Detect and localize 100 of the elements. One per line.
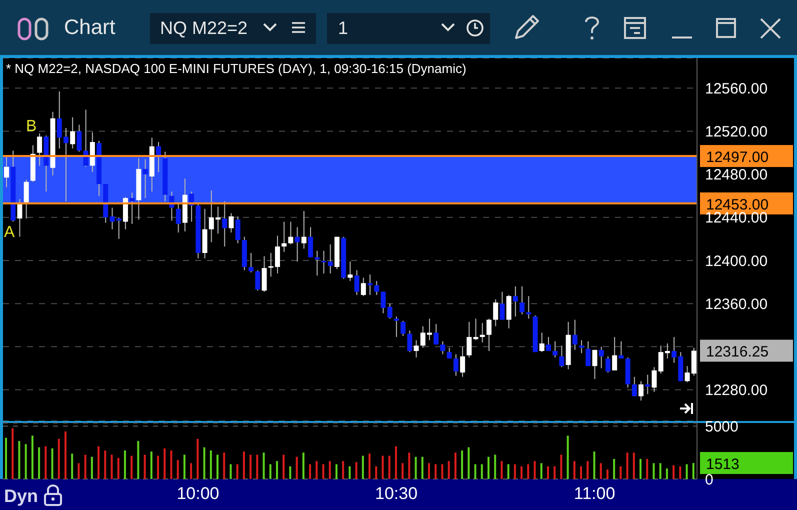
bar (421, 456, 424, 479)
candlestick (493, 298, 498, 327)
bar (316, 461, 318, 479)
candlestick (360, 277, 366, 297)
bar (24, 444, 27, 479)
candlestick (24, 179, 29, 219)
bar (250, 454, 252, 479)
candlestick (122, 196, 128, 230)
y-tick-label: 12480.00 (705, 166, 768, 184)
candlestick (255, 270, 260, 292)
bar (566, 436, 569, 479)
bar (117, 458, 120, 479)
bar (586, 461, 589, 479)
candlestick (17, 198, 22, 238)
bar (554, 466, 556, 479)
candlestick (70, 116, 76, 149)
bar (632, 452, 635, 479)
bar (309, 464, 312, 479)
bar (322, 464, 324, 479)
bar (236, 464, 238, 479)
ref-line-label: 12497.00 (706, 149, 769, 166)
y-tick-label: 12520.00 (705, 124, 768, 141)
candlestick (235, 216, 240, 244)
candlestick (592, 349, 598, 380)
bar (666, 468, 668, 479)
bar (520, 466, 523, 479)
bar (600, 463, 602, 479)
bar (256, 454, 258, 479)
candlestick (605, 356, 610, 374)
bar (276, 461, 278, 479)
y-tick-label: 0 (705, 471, 714, 488)
bar (394, 446, 397, 479)
y-tick-label: 12280.00 (705, 382, 768, 400)
bar (5, 438, 7, 479)
bar (474, 464, 476, 479)
text: 12316.25 (706, 344, 769, 361)
y-tick-label: 12400.00 (705, 252, 768, 270)
bar (44, 446, 47, 479)
bar (408, 452, 410, 479)
bar (78, 463, 80, 479)
x-tick-label: 10:00 (176, 484, 220, 504)
bar (500, 461, 503, 479)
bar (362, 456, 364, 479)
candlestick (434, 324, 439, 346)
candlestick (572, 319, 578, 350)
bar (613, 458, 616, 479)
candlestick (414, 340, 419, 358)
candlestick (282, 221, 287, 252)
bar (560, 454, 562, 479)
text: NQ M22=2 (160, 18, 248, 39)
text: Chart (64, 16, 116, 40)
bar (210, 450, 212, 479)
bar (183, 454, 186, 479)
bar (90, 456, 93, 479)
bar (150, 452, 152, 479)
candlestick (506, 294, 512, 329)
x-tick-label: 11:00 (574, 484, 616, 504)
candlestick (76, 124, 82, 152)
bar (38, 447, 40, 479)
bar (461, 450, 464, 479)
bar (468, 447, 470, 479)
bar (104, 450, 106, 479)
bar (388, 456, 390, 479)
candlestick (473, 318, 478, 341)
bar (679, 466, 682, 479)
candlestick (460, 346, 466, 378)
bar (196, 438, 199, 479)
candlestick (440, 340, 446, 355)
bar (230, 464, 232, 479)
bar (507, 464, 510, 479)
bar (659, 463, 662, 479)
bar (342, 461, 344, 479)
candlestick (400, 320, 406, 336)
candlestick (248, 252, 254, 273)
candlestick (559, 345, 564, 368)
bar (242, 452, 245, 479)
candlestick (586, 340, 591, 367)
candlestick (579, 340, 584, 354)
bar (164, 448, 166, 479)
bar (620, 466, 622, 479)
candlestick (354, 270, 360, 296)
bar (646, 458, 648, 479)
bar (58, 438, 60, 479)
candlestick (4, 156, 9, 188)
candlestick (262, 256, 267, 292)
candlestick (645, 374, 650, 395)
bar (203, 447, 206, 479)
bar (626, 452, 628, 479)
candlestick (638, 380, 644, 402)
bar (289, 466, 292, 479)
bar (269, 464, 272, 479)
bar (157, 456, 160, 479)
bar (640, 458, 642, 479)
bar (71, 454, 74, 479)
annotation: B (26, 118, 37, 136)
bar (487, 456, 490, 479)
bar (454, 452, 456, 479)
candlestick (466, 321, 472, 358)
bar (355, 462, 358, 479)
bar (402, 463, 404, 479)
